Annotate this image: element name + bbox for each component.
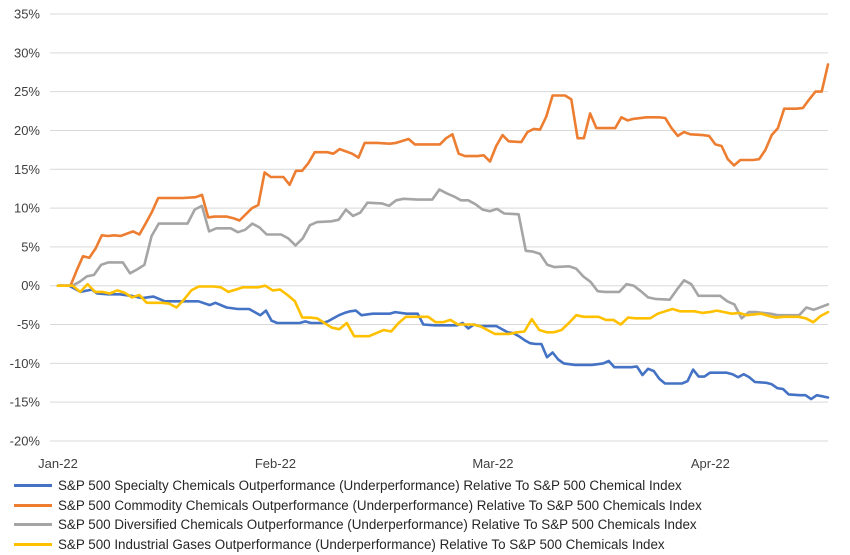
x-tick-label: Jan-22	[38, 456, 78, 471]
x-tick-label: Feb-22	[255, 456, 296, 471]
legend: S&P 500 Specialty Chemicals Outperforman…	[14, 476, 850, 554]
y-tick-label: -20%	[10, 434, 41, 449]
y-tick-label: -5%	[17, 317, 41, 332]
y-tick-label: 35%	[14, 7, 40, 22]
y-tick-label: -15%	[10, 395, 41, 410]
series-line-2	[56, 188, 830, 320]
x-axis-ticks: Jan-22 Feb-22 Mar-22 Apr-22	[38, 456, 730, 471]
y-tick-label: 20%	[14, 123, 40, 138]
series-lines	[56, 63, 830, 401]
y-tick-label: 5%	[21, 239, 40, 254]
y-tick-label: 0%	[21, 278, 40, 293]
y-tick-label: 30%	[14, 45, 40, 60]
legend-item-industrial-gases: S&P 500 Industrial Gases Outperformance …	[14, 535, 850, 555]
y-tick-label: -10%	[10, 356, 41, 371]
series-line-3	[56, 282, 830, 338]
series-line-0	[56, 284, 830, 401]
legend-swatch	[14, 523, 52, 527]
y-axis-ticks: 35% 30% 25% 20% 15% 10% 5% 0% -5% -10% -15% -20%	[10, 7, 41, 449]
legend-label: S&P 500 Diversified Chemicals Outperform…	[58, 517, 697, 533]
legend-swatch	[14, 503, 52, 507]
series-line-1	[56, 63, 830, 287]
legend-label: S&P 500 Commodity Chemicals Outperforman…	[58, 497, 702, 513]
legend-swatch	[14, 484, 52, 488]
x-tick-label: Apr-22	[691, 456, 730, 471]
legend-item-commodity: S&P 500 Commodity Chemicals Outperforman…	[14, 496, 850, 516]
legend-label: S&P 500 Industrial Gases Outperformance …	[58, 536, 665, 552]
y-tick-label: 10%	[14, 201, 40, 216]
y-tick-label: 25%	[14, 84, 40, 99]
legend-item-diversified: S&P 500 Diversified Chemicals Outperform…	[14, 515, 850, 535]
line-chart: 35% 30% 25% 20% 15% 10% 5% 0% -5% -10% -15% -20% Ja…	[10, 7, 830, 471]
gridlines	[50, 13, 828, 442]
y-tick-label: 15%	[14, 162, 40, 177]
x-tick-label: Mar-22	[472, 456, 513, 471]
legend-swatch	[14, 542, 52, 546]
legend-item-specialty: S&P 500 Specialty Chemicals Outperforman…	[14, 476, 850, 496]
legend-label: S&P 500 Specialty Chemicals Outperforman…	[58, 478, 682, 494]
